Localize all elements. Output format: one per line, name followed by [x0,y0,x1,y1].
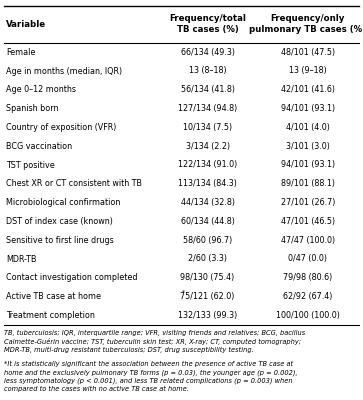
Text: 75/121 (62.0): 75/121 (62.0) [180,292,235,301]
Text: 66/134 (49.3): 66/134 (49.3) [181,48,234,57]
Text: Age 0–12 months: Age 0–12 months [6,85,76,94]
Text: 132/133 (99.3): 132/133 (99.3) [178,311,237,320]
Text: Contact investigation completed: Contact investigation completed [6,273,137,282]
Text: 47/47 (100.0): 47/47 (100.0) [281,236,335,245]
Text: 127/134 (94.8): 127/134 (94.8) [178,104,237,113]
Text: Variable: Variable [6,20,46,29]
Text: 44/134 (32.8): 44/134 (32.8) [181,198,234,207]
Text: 27/101 (26.7): 27/101 (26.7) [281,198,335,207]
Text: DST of index case (known): DST of index case (known) [6,217,113,226]
Text: 3/134 (2.2): 3/134 (2.2) [185,142,230,151]
Text: 122/134 (91.0): 122/134 (91.0) [178,160,237,170]
Text: *It is statistically significant the association between the presence of active : *It is statistically significant the ass… [4,361,298,392]
Text: TB, tuberculosis; IQR, interquartile range; VFR, visiting friends and relatives;: TB, tuberculosis; IQR, interquartile ran… [4,330,306,353]
Text: Sensitive to first line drugs: Sensitive to first line drugs [6,236,114,245]
Text: Age in months (median, IQR): Age in months (median, IQR) [6,66,122,76]
Text: Frequency/only
pulmonary TB cases (%): Frequency/only pulmonary TB cases (%) [249,14,363,34]
Text: 94/101 (93.1): 94/101 (93.1) [281,104,335,113]
Text: Country of exposition (VFR): Country of exposition (VFR) [6,123,116,132]
Text: 13 (8–18): 13 (8–18) [189,66,227,76]
Text: Spanish born: Spanish born [6,104,58,113]
Text: 0/47 (0.0): 0/47 (0.0) [288,254,327,264]
Text: BCG vaccination: BCG vaccination [6,142,72,151]
Text: 113/134 (84.3): 113/134 (84.3) [178,179,237,188]
Text: Chest XR or CT consistent with TB: Chest XR or CT consistent with TB [6,179,142,188]
Text: 48/101 (47.5): 48/101 (47.5) [281,48,335,57]
Text: *: * [182,290,185,295]
Text: 94/101 (93.1): 94/101 (93.1) [281,160,335,170]
Text: 98/130 (75.4): 98/130 (75.4) [180,273,235,282]
Text: Female: Female [6,48,35,57]
Text: 62/92 (67.4): 62/92 (67.4) [283,292,333,301]
Text: 2/60 (3.3): 2/60 (3.3) [188,254,227,264]
Text: 56/134 (41.8): 56/134 (41.8) [181,85,234,94]
Text: MDR-TB: MDR-TB [6,254,36,264]
Text: 100/100 (100.0): 100/100 (100.0) [276,311,340,320]
Text: 58/60 (96.7): 58/60 (96.7) [183,236,232,245]
Text: 3/101 (3.0): 3/101 (3.0) [286,142,330,151]
Text: Active TB case at home: Active TB case at home [6,292,101,301]
Text: Microbiological confirmation: Microbiological confirmation [6,198,120,207]
Text: 13 (9–18): 13 (9–18) [289,66,327,76]
Text: 42/101 (41.6): 42/101 (41.6) [281,85,335,94]
Text: Treatment completion: Treatment completion [6,311,95,320]
Text: 47/101 (46.5): 47/101 (46.5) [281,217,335,226]
Text: TST positive: TST positive [6,160,54,170]
Text: 60/134 (44.8): 60/134 (44.8) [181,217,234,226]
Text: 89/101 (88.1): 89/101 (88.1) [281,179,335,188]
Text: Frequency/total
TB cases (%): Frequency/total TB cases (%) [169,14,246,34]
Text: 10/134 (7.5): 10/134 (7.5) [183,123,232,132]
Text: 79/98 (80.6): 79/98 (80.6) [283,273,333,282]
Text: 4/101 (4.0): 4/101 (4.0) [286,123,330,132]
